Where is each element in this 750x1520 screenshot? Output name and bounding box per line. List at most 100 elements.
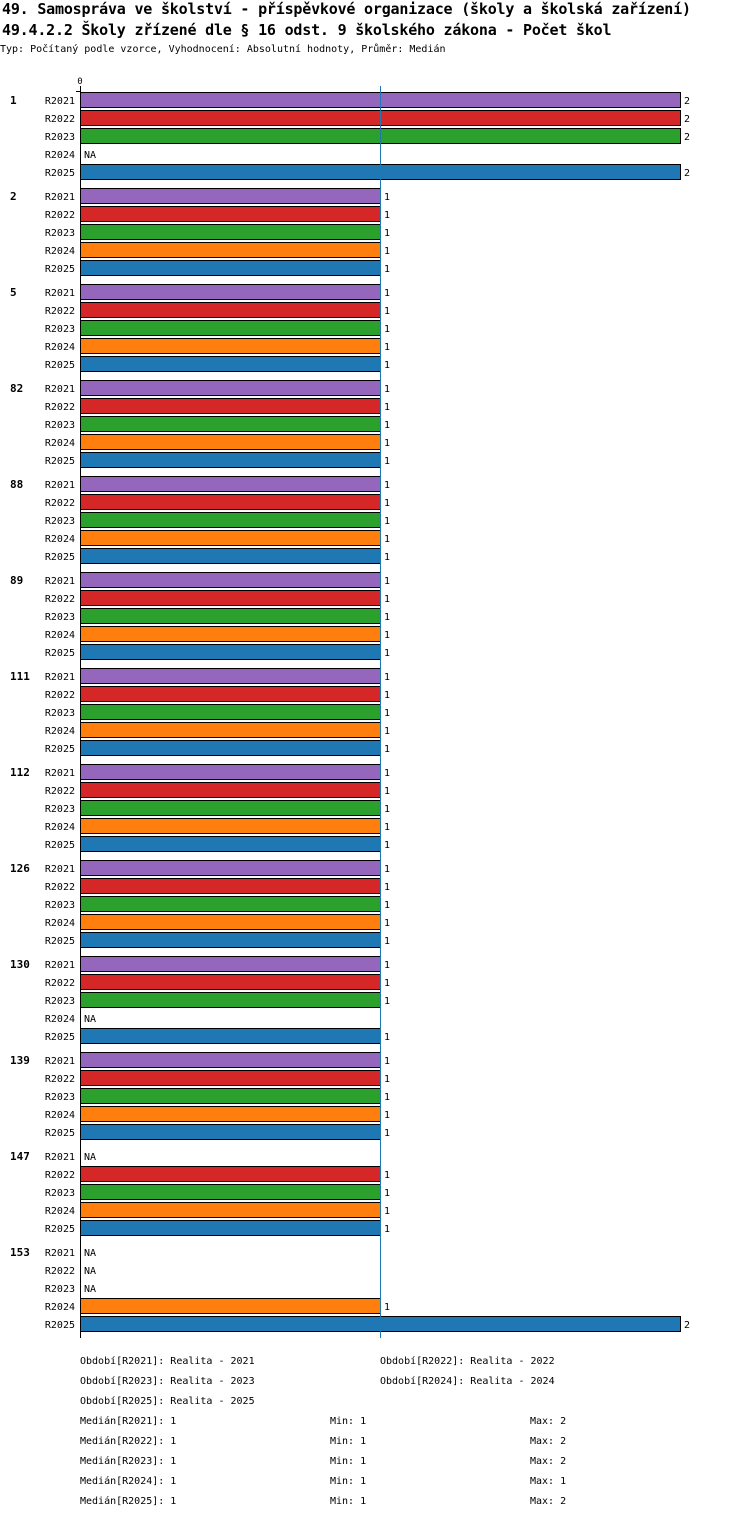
series-label: R2021 — [45, 960, 75, 971]
bar — [80, 1028, 381, 1044]
series-label: R2021 — [45, 1152, 75, 1163]
bar-value-label: 1 — [384, 960, 390, 971]
series-label: R2023 — [45, 1188, 75, 1199]
bar-value-label: 1 — [384, 612, 390, 623]
group-label: 88 — [10, 478, 23, 491]
bar-value-label: 1 — [384, 1188, 390, 1199]
bar — [80, 260, 381, 276]
series-label: R2025 — [45, 168, 75, 179]
bar — [80, 284, 381, 300]
series-label: R2021 — [45, 192, 75, 203]
bar — [80, 686, 381, 702]
bar-value-label: 1 — [384, 822, 390, 833]
series-label: R2022 — [45, 786, 75, 797]
bar-value-label: 1 — [384, 744, 390, 755]
bar-value-label: 1 — [384, 1128, 390, 1139]
bar — [80, 356, 381, 372]
series-label: R2025 — [45, 840, 75, 851]
bar — [80, 398, 381, 414]
series-label: R2022 — [45, 690, 75, 701]
series-label: R2025 — [45, 264, 75, 275]
series-label: R2022 — [45, 594, 75, 605]
series-label: R2025 — [45, 744, 75, 755]
bar-value-label: 1 — [384, 648, 390, 659]
group-label: 126 — [10, 862, 30, 875]
bar-value-label: 1 — [384, 534, 390, 545]
bar-value-label: 2 — [684, 96, 690, 107]
series-label: R2021 — [45, 1056, 75, 1067]
series-label: R2023 — [45, 804, 75, 815]
group-label: 5 — [10, 286, 17, 299]
bar — [80, 764, 381, 780]
series-label: R2022 — [45, 1266, 75, 1277]
series-label: R2024 — [45, 726, 75, 737]
stat-min-r2022: Min: 1 — [330, 1436, 367, 1447]
group-label: 82 — [10, 382, 23, 395]
series-label: R2022 — [45, 498, 75, 509]
na-label: NA — [84, 1014, 96, 1025]
bar-value-label: 1 — [384, 576, 390, 587]
bar-value-label: 1 — [384, 288, 390, 299]
bar-value-label: 1 — [384, 996, 390, 1007]
series-label: R2024 — [45, 1302, 75, 1313]
series-label: R2024 — [45, 918, 75, 929]
series-label: R2023 — [45, 324, 75, 335]
bar-value-label: 2 — [684, 132, 690, 143]
bar — [80, 626, 381, 642]
bar — [80, 302, 381, 318]
bar-value-label: 1 — [384, 246, 390, 257]
series-label: R2025 — [45, 936, 75, 947]
bar — [80, 608, 381, 624]
na-label: NA — [84, 1248, 96, 1259]
bar — [80, 740, 381, 756]
series-label: R2024 — [45, 438, 75, 449]
series-label: R2021 — [45, 288, 75, 299]
bar-value-label: 1 — [384, 420, 390, 431]
group-label: 111 — [10, 670, 30, 683]
bar — [80, 1202, 381, 1218]
series-label: R2022 — [45, 210, 75, 221]
bar-value-label: 1 — [384, 936, 390, 947]
bar — [80, 1184, 381, 1200]
bar-value-label: 1 — [384, 978, 390, 989]
bar-value-label: 1 — [384, 438, 390, 449]
bar — [80, 860, 381, 876]
stat-min-r2021: Min: 1 — [330, 1416, 367, 1427]
series-label: R2021 — [45, 768, 75, 779]
stat-max-r2024: Max: 1 — [530, 1476, 567, 1487]
bar-value-label: 1 — [384, 402, 390, 413]
bar-value-label: 1 — [384, 1224, 390, 1235]
series-label: R2022 — [45, 114, 75, 125]
bar-value-label: 2 — [684, 114, 690, 125]
bar-value-label: 1 — [384, 1302, 390, 1313]
series-label: R2022 — [45, 978, 75, 989]
bar-value-label: 1 — [384, 342, 390, 353]
series-label: R2021 — [45, 864, 75, 875]
bar — [80, 800, 381, 816]
series-label: R2025 — [45, 1320, 75, 1331]
group-label: 139 — [10, 1054, 30, 1067]
series-label: R2025 — [45, 360, 75, 371]
series-label: R2025 — [45, 648, 75, 659]
bar — [80, 452, 381, 468]
bar — [80, 1298, 381, 1314]
bar — [80, 668, 381, 684]
bar-value-label: 1 — [384, 360, 390, 371]
stat-min-r2023: Min: 1 — [330, 1456, 367, 1467]
stat-min-r2024: Min: 1 — [330, 1476, 367, 1487]
axis-tick-label-0: 0 — [77, 77, 82, 87]
series-label: R2025 — [45, 456, 75, 467]
stat-median-r2021: Medián[R2021]: 1 — [80, 1416, 177, 1427]
series-label: R2022 — [45, 1170, 75, 1181]
bar-value-label: 1 — [384, 708, 390, 719]
bar — [80, 722, 381, 738]
group-label: 2 — [10, 190, 17, 203]
legend-period-r2024: Období[R2024]: Realita - 2024 — [380, 1376, 555, 1387]
series-label: R2023 — [45, 900, 75, 911]
bar-value-label: 1 — [384, 840, 390, 851]
bar-value-label: 1 — [384, 306, 390, 317]
bar-value-label: 1 — [384, 516, 390, 527]
bar-value-label: 1 — [384, 1032, 390, 1043]
stat-max-r2023: Max: 2 — [530, 1456, 567, 1467]
series-label: R2024 — [45, 246, 75, 257]
